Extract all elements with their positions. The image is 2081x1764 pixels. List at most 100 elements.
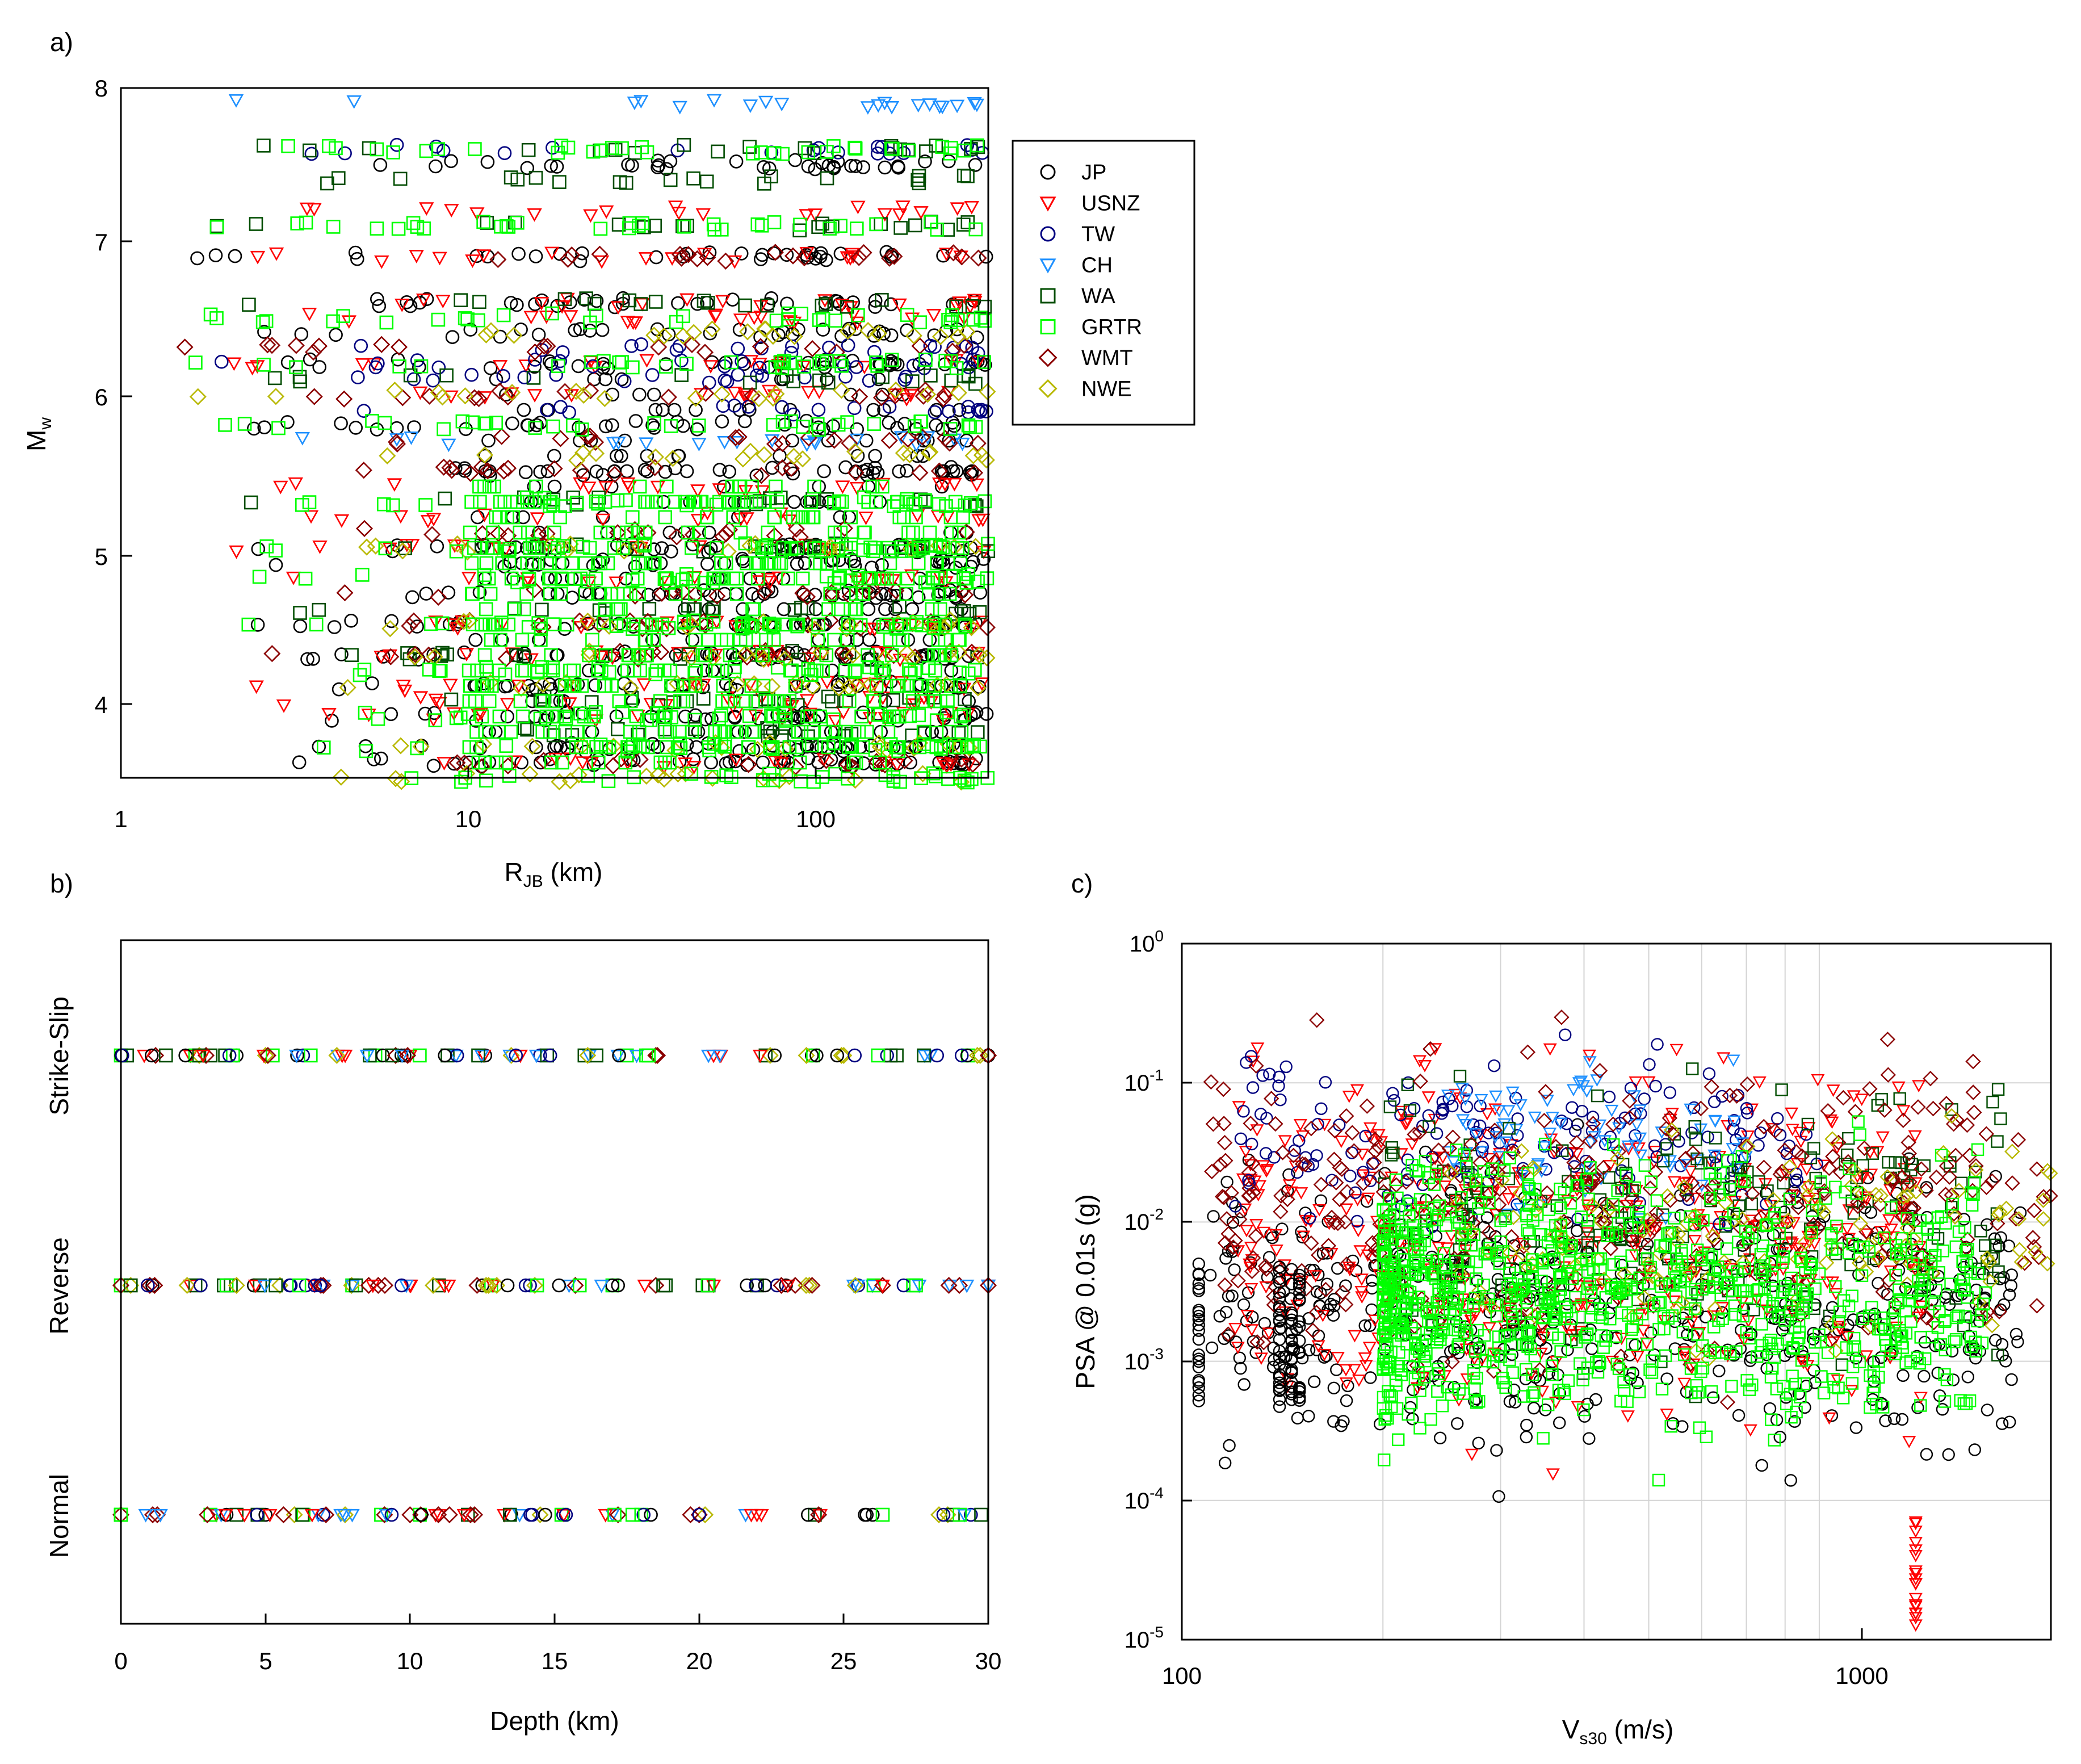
data-point-wa (674, 368, 689, 382)
data-point-grtr (431, 312, 446, 327)
data-point-grtr (473, 495, 487, 509)
data-point-wmt (690, 1506, 708, 1524)
data-point-usnz (1417, 1060, 1432, 1072)
data-point-usnz (1505, 1254, 1519, 1267)
data-point-wa (203, 1048, 218, 1063)
data-point-ch (942, 1279, 958, 1293)
data-point-usnz (1745, 1103, 1759, 1116)
data-point-wa (403, 368, 418, 383)
data-point-jp (367, 752, 381, 766)
data-point-grtr (756, 648, 770, 663)
data-point-wmt (699, 249, 716, 266)
data-point-jp (779, 1278, 793, 1293)
data-point-wa (680, 219, 694, 233)
data-point-grtr (658, 571, 672, 586)
data-point-nwe (749, 740, 766, 759)
data-point-jp (2003, 1288, 2016, 1301)
data-point-ch (1501, 1105, 1516, 1118)
data-point-usnz (668, 200, 683, 215)
data-point-usnz (943, 758, 959, 772)
data-point-jp (1849, 1351, 1862, 1365)
data-point-wmt (1595, 1160, 1612, 1176)
data-point-jp (816, 322, 830, 337)
data-point-tw (250, 1507, 264, 1522)
data-point-ch (877, 97, 892, 111)
data-point-jp (348, 245, 363, 260)
data-point-jp (685, 632, 699, 647)
data-point-grtr (896, 510, 911, 525)
data-point-usnz (1382, 1223, 1396, 1235)
data-point-tw (1430, 1127, 1444, 1140)
data-point-grtr (823, 586, 838, 601)
data-point-wmt (941, 434, 958, 452)
data-point-usnz (1840, 1222, 1855, 1235)
data-point-nwe (523, 738, 541, 755)
data-point-tw (406, 372, 421, 387)
data-point-jp (1241, 1286, 1255, 1300)
data-point-grtr (937, 648, 952, 663)
data-point-grtr (952, 740, 966, 755)
data-point-grtr (961, 567, 976, 581)
data-point-wmt (1481, 1225, 1497, 1241)
data-point-grtr (370, 142, 384, 157)
data-point-usnz (1238, 1203, 1252, 1216)
data-point-grtr (883, 556, 897, 571)
data-point-grtr (958, 498, 972, 513)
data-point-wmt (1919, 1310, 1935, 1326)
data-point-tw (735, 354, 749, 368)
data-point-wa (1622, 1206, 1636, 1220)
data-point-ch (1605, 1104, 1619, 1117)
data-point-tw (1651, 1038, 1664, 1051)
data-point-jp (1237, 1298, 1251, 1312)
data-point-ch (1655, 1126, 1669, 1139)
data-point-grtr (723, 648, 737, 663)
data-point-jp (767, 1048, 782, 1063)
data-point-ch (956, 1509, 972, 1523)
data-point-grtr (488, 510, 503, 525)
data-point-grtr (573, 571, 588, 586)
data-point-grtr (788, 678, 803, 693)
data-point-grtr (584, 709, 598, 724)
data-point-grtr (578, 586, 593, 601)
data-point-wmt (1884, 1172, 1900, 1188)
data-point-nwe (750, 390, 767, 408)
data-point-usnz (1371, 1129, 1386, 1142)
data-point-jp (825, 663, 840, 678)
data-point-grtr (478, 755, 493, 770)
data-point-tw (1702, 1067, 1716, 1080)
data-point-wa (1866, 1147, 1879, 1160)
data-point-grtr (807, 663, 821, 678)
data-point-ch (345, 1509, 360, 1523)
data-point-wa (902, 690, 916, 705)
data-point-usnz (752, 1049, 768, 1063)
data-point-nwe (286, 1506, 303, 1524)
data-point-wa (886, 693, 900, 707)
data-point-grtr (566, 678, 581, 693)
data-point-jp (1784, 1474, 1797, 1487)
data-point-usnz (1622, 1143, 1636, 1156)
data-point-tw (1568, 1124, 1582, 1138)
data-point-wmt (1309, 1012, 1325, 1028)
data-point-jp (312, 739, 326, 754)
panel-a-y-axis-title-sub: w (36, 417, 55, 430)
data-point-usnz (527, 208, 542, 222)
data-point-usnz (799, 694, 815, 708)
data-point-grtr (706, 217, 721, 232)
data-point-wa (1955, 1176, 1968, 1190)
data-point-wmt (876, 756, 893, 774)
data-point-tw (1701, 1130, 1714, 1143)
data-point-ch (870, 99, 886, 113)
data-point-usnz (1605, 1355, 1620, 1368)
data-point-grtr (963, 420, 977, 434)
data-point-wmt (1941, 1169, 1957, 1185)
data-point-usnz (1908, 1130, 1922, 1143)
data-point-usnz (1299, 1214, 1313, 1227)
data-point-grtr (623, 724, 637, 739)
data-point-jp (419, 586, 434, 601)
data-point-jp (791, 322, 805, 337)
data-point-grtr (846, 755, 861, 770)
data-point-jp (389, 421, 404, 435)
data-point-wa (697, 294, 711, 308)
data-point-jp (702, 245, 717, 259)
data-point-grtr (534, 622, 548, 636)
